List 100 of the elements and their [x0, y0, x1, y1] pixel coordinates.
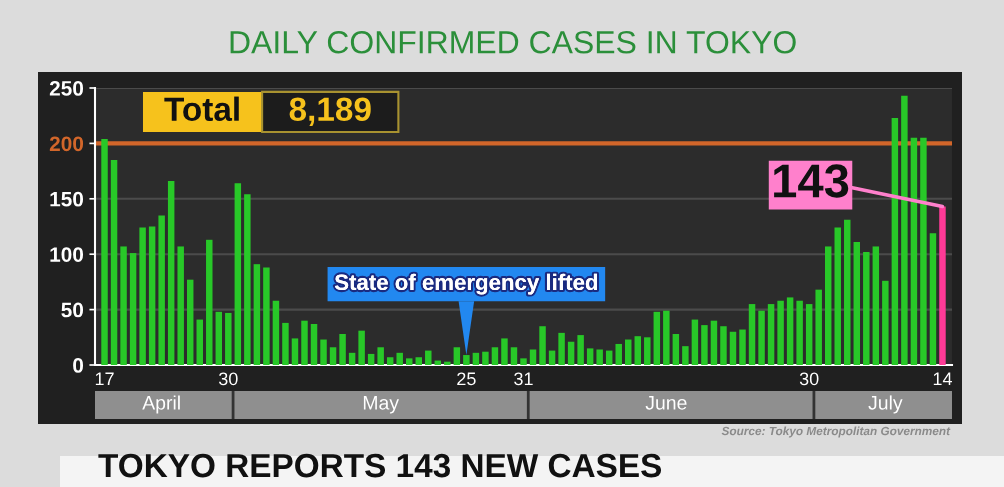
- bar: [910, 137, 918, 365]
- y-tick-label: 250: [49, 81, 84, 96]
- bar: [329, 347, 337, 365]
- bar: [158, 215, 165, 365]
- annotation: 8,189: [289, 97, 371, 126]
- y-tick-label: 200: [49, 136, 84, 152]
- bar: [120, 246, 127, 365]
- bar: [872, 246, 880, 365]
- x2-tick-label: April: [142, 395, 180, 414]
- bar: [482, 351, 489, 365]
- bar: [720, 326, 727, 365]
- bar: [320, 339, 327, 365]
- bar: [615, 343, 622, 365]
- bar: [110, 160, 118, 365]
- bar: [206, 239, 213, 365]
- bar: [491, 347, 499, 365]
- bar: [529, 349, 537, 365]
- bar: [796, 300, 803, 365]
- bar: [691, 319, 699, 365]
- y-tick-label: 150: [50, 191, 84, 207]
- bar: [634, 336, 641, 365]
- bar: [653, 311, 661, 365]
- bar: [853, 242, 861, 365]
- bar: [777, 300, 784, 365]
- bar: [920, 137, 927, 365]
- bar: [596, 349, 603, 365]
- bar: [767, 304, 775, 365]
- x-tick-label: 14: [933, 372, 952, 386]
- bar: [701, 325, 708, 365]
- bar: [748, 304, 756, 365]
- bar: [682, 346, 689, 365]
- bar: [882, 280, 889, 365]
- bar: [567, 341, 575, 365]
- bar: [729, 331, 737, 365]
- bar: [272, 300, 280, 365]
- bar: [558, 332, 565, 365]
- annotation: Total: [164, 96, 239, 122]
- bar: [863, 251, 870, 365]
- y-tick-label: 0: [73, 358, 84, 373]
- bar: [453, 347, 461, 365]
- bar: [139, 227, 146, 365]
- x-tick-label: 30: [799, 372, 819, 386]
- bar: [824, 246, 832, 365]
- bar: [939, 206, 946, 365]
- bar: [672, 333, 680, 365]
- bar: [196, 319, 203, 365]
- bar: [425, 350, 432, 365]
- y-tick-label: 50: [61, 302, 84, 318]
- x2-tick-label: July: [868, 395, 903, 414]
- bar: [520, 358, 527, 365]
- bar: [510, 347, 518, 365]
- bar: [644, 337, 651, 365]
- bar: [539, 326, 546, 365]
- bar: [215, 311, 223, 365]
- bar: [625, 339, 632, 365]
- annotation: 143: [774, 164, 849, 198]
- bar: [291, 338, 299, 365]
- bar: [148, 226, 156, 365]
- y-tick-label: 100: [50, 247, 84, 262]
- bar: [263, 267, 270, 365]
- bar: [548, 350, 556, 365]
- bar: [234, 183, 242, 365]
- bar: [463, 355, 470, 365]
- bar: [415, 357, 422, 365]
- bar: [406, 358, 413, 365]
- bar: [929, 233, 937, 365]
- bar: [501, 338, 508, 365]
- bar: [348, 352, 356, 365]
- bar: [815, 289, 822, 365]
- x-tick-label: 30: [218, 372, 238, 386]
- bar: [472, 352, 480, 365]
- bar: [605, 350, 613, 365]
- bar: [396, 352, 403, 365]
- x2-tick-label: May: [363, 396, 399, 414]
- bar: [739, 329, 746, 365]
- bar: [282, 322, 289, 365]
- text: TOKYO REPORTS 143 NEW CASES: [98, 453, 662, 478]
- bar: [339, 333, 346, 365]
- bar: [444, 361, 451, 365]
- bar: [577, 335, 584, 365]
- bar: [805, 304, 813, 365]
- bar: [663, 310, 670, 365]
- bar: [586, 348, 594, 365]
- bar: [101, 138, 108, 365]
- bar: [786, 297, 794, 365]
- bar: [710, 320, 718, 365]
- bar: [358, 330, 365, 365]
- bar: [167, 181, 175, 365]
- bar: [177, 246, 184, 365]
- bar: [301, 320, 308, 365]
- bar: [186, 279, 194, 365]
- bar: [891, 117, 899, 365]
- bar: [834, 227, 841, 365]
- chart-title: DAILY CONFIRMED CASES IN TOKYO: [230, 30, 796, 54]
- bar: [244, 194, 251, 365]
- bar: [758, 310, 765, 365]
- bar: [129, 253, 137, 365]
- x2-tick-label: June: [645, 396, 687, 410]
- bar: [386, 357, 394, 365]
- source-note: Source: Tokyo Metropolitan Government: [721, 426, 951, 438]
